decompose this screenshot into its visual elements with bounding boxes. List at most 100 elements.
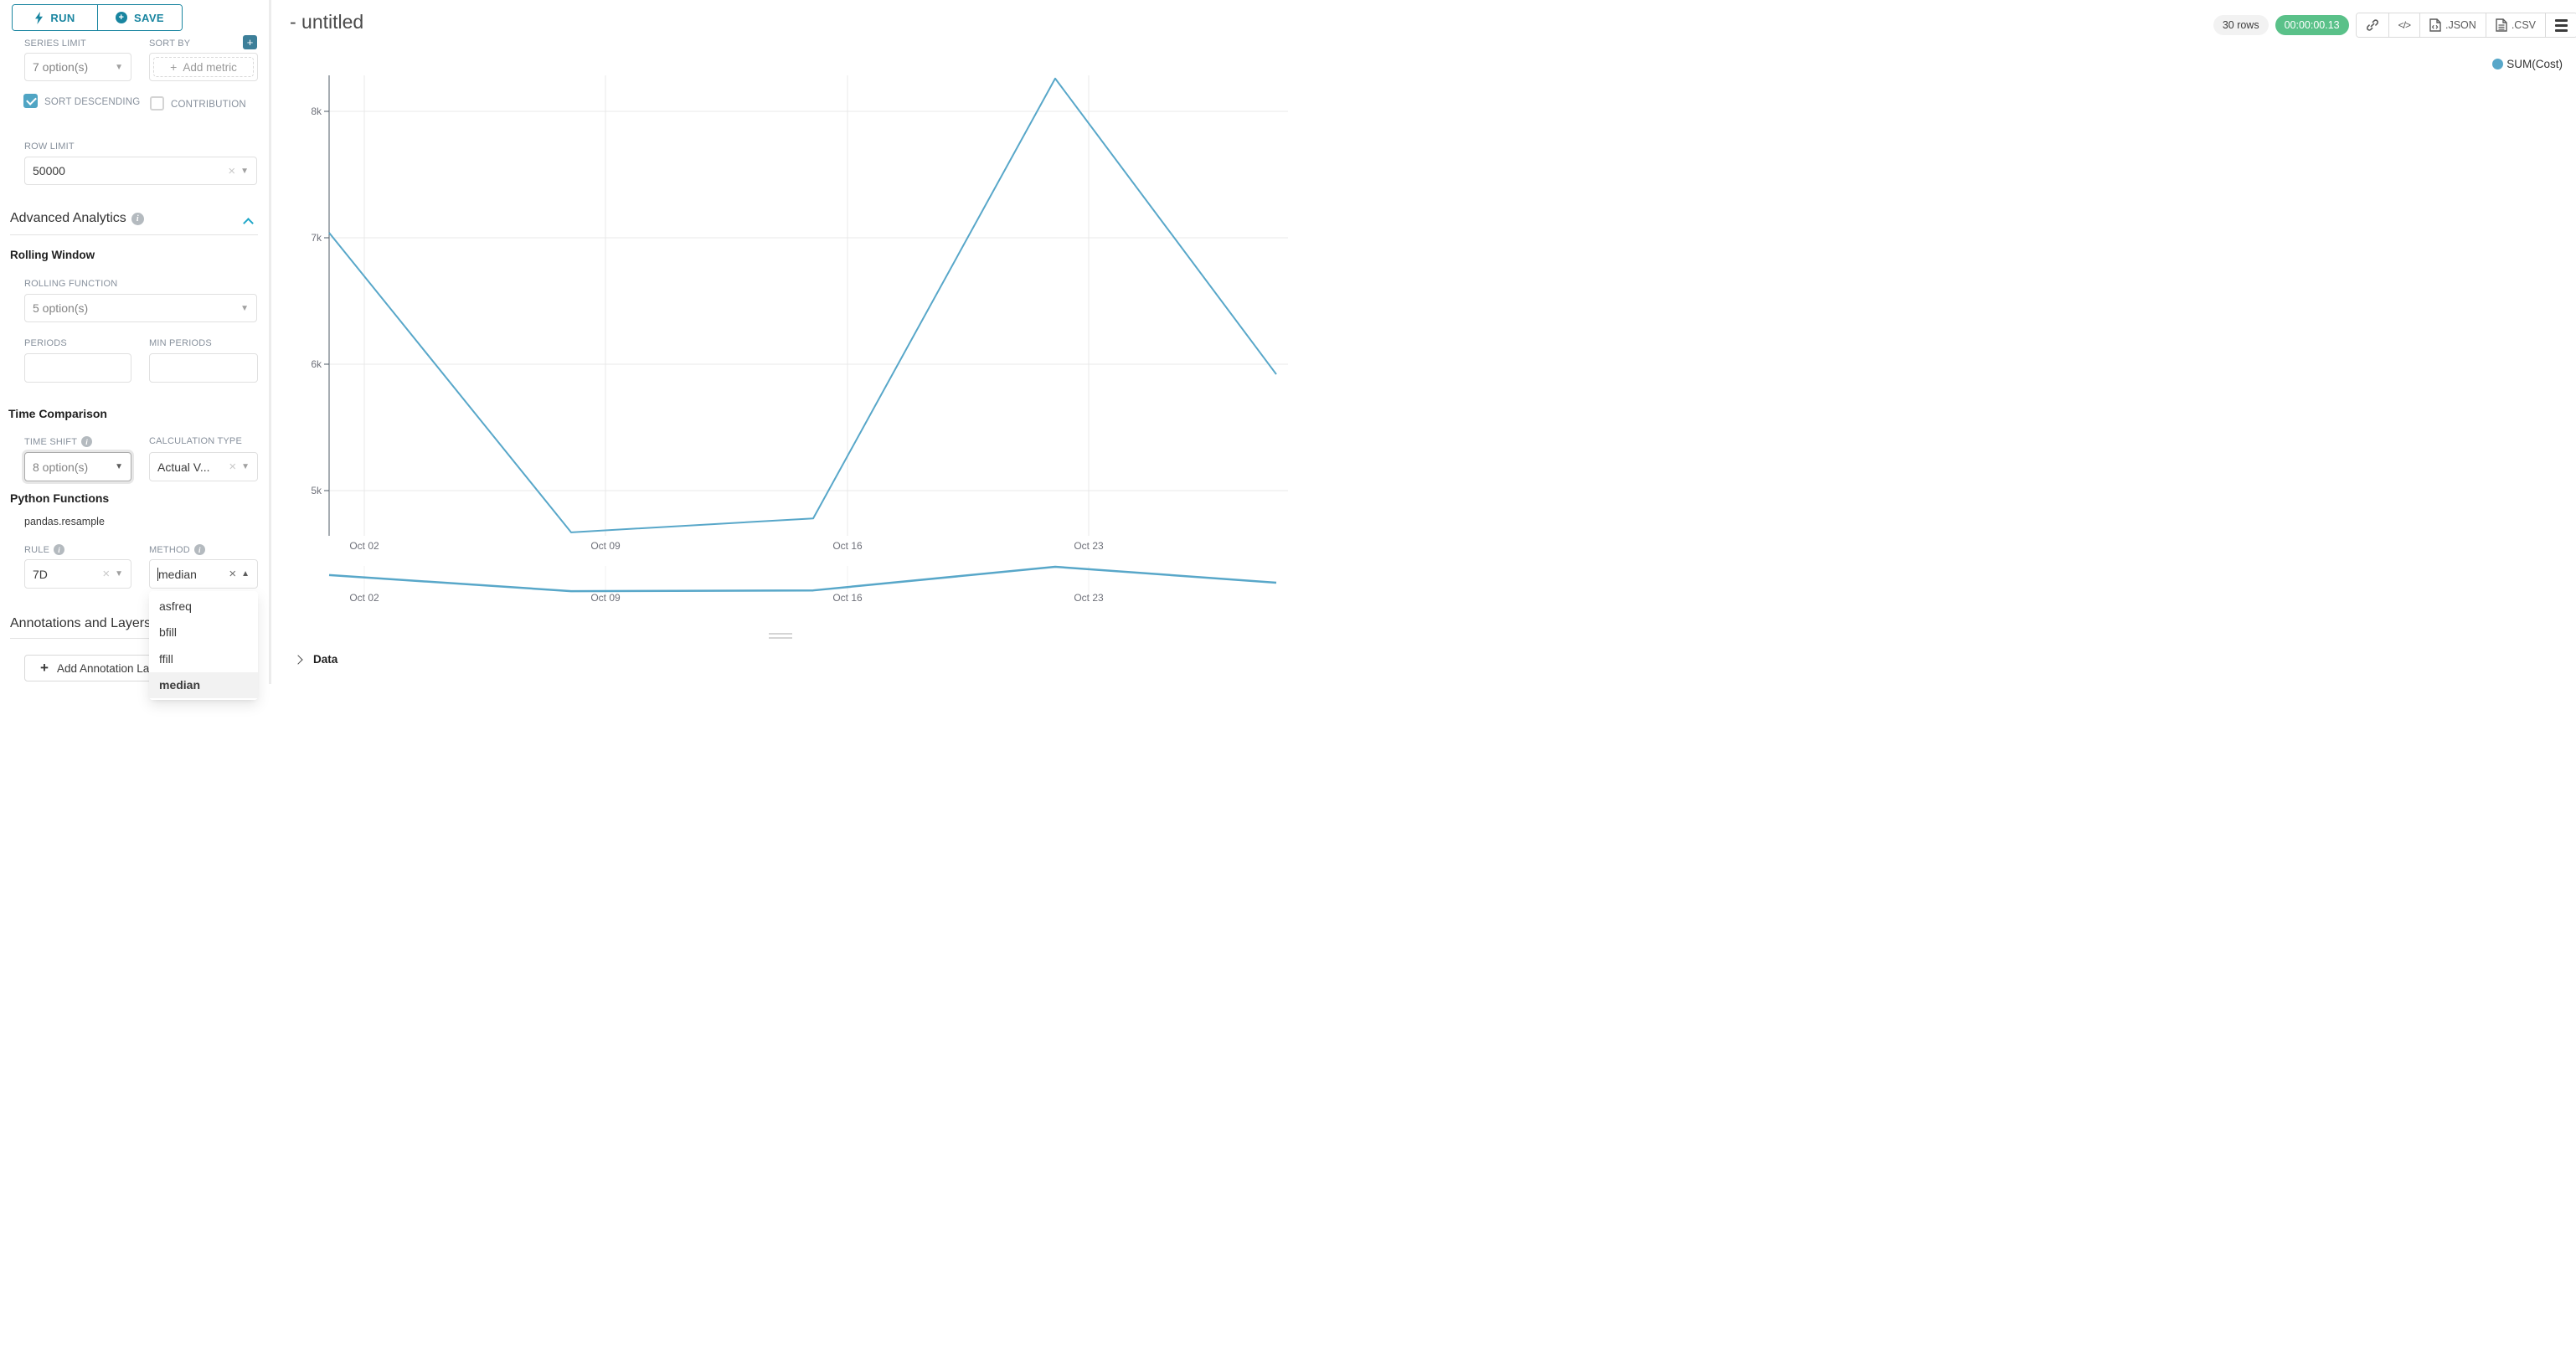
annotations-header: Annotations and Layers <box>10 616 152 630</box>
export-csv-label: .CSV <box>2511 19 2536 31</box>
method-label-text: METHOD <box>149 544 190 555</box>
periods-input[interactable] <box>24 353 131 383</box>
legend-label: SUM(Cost) <box>2506 58 2563 70</box>
svg-text:8k: 8k <box>311 105 322 117</box>
info-icon[interactable]: i <box>54 544 65 555</box>
info-icon[interactable]: i <box>131 212 144 225</box>
dropdown-option-asfreq[interactable]: asfreq <box>159 599 192 613</box>
svg-text:Oct 02: Oct 02 <box>349 592 379 604</box>
save-button-label: SAVE <box>133 11 165 24</box>
periods-label: PERIODS <box>24 338 67 348</box>
embed-code-button[interactable]: </> <box>2388 13 2420 37</box>
calculation-type-select[interactable]: Actual V... × ▼ <box>149 452 258 481</box>
series-limit-value: 7 option(s) <box>33 60 89 74</box>
rule-select[interactable]: 7D × ▼ <box>24 559 131 589</box>
run-button[interactable]: RUN <box>13 5 97 30</box>
text-cursor <box>157 567 158 581</box>
svg-text:Oct 23: Oct 23 <box>1074 540 1104 552</box>
collapse-chevron-up-icon[interactable] <box>243 218 254 229</box>
query-duration-badge: 00:00:00.13 <box>2275 15 2349 35</box>
row-limit-select[interactable]: 50000 × ▼ <box>24 157 257 185</box>
clear-icon[interactable]: × <box>228 163 236 178</box>
menu-button[interactable] <box>2546 13 2576 37</box>
row-limit-value: 50000 <box>33 164 65 177</box>
clear-icon[interactable]: × <box>102 567 111 581</box>
min-periods-label: MIN PERIODS <box>149 338 212 348</box>
chevron-down-icon[interactable]: ▼ <box>115 569 123 579</box>
dropdown-option-median[interactable]: median <box>149 671 258 698</box>
line-chart[interactable]: 5k 6k 7k 8k Oct 02 Oct 02 Oct 09 Oct 09 Oct 16 Oc… <box>271 46 1290 645</box>
rolling-function-select[interactable]: 5 option(s) ▼ <box>24 294 257 322</box>
run-save-button-group: RUN + SAVE <box>12 4 183 31</box>
rows-badge: 30 rows <box>2213 15 2269 35</box>
add-metric-plus-button[interactable]: + <box>243 35 257 49</box>
chevron-down-icon[interactable]: ▼ <box>115 462 123 471</box>
method-value: median <box>158 567 197 581</box>
method-select-open[interactable]: median × ▲ <box>149 559 258 589</box>
plus-circle-icon: + <box>115 12 127 23</box>
calculation-type-label: CALCULATION TYPE <box>149 436 242 446</box>
chevron-down-icon[interactable]: ▼ <box>240 303 249 313</box>
chevron-up-icon[interactable]: ▲ <box>241 569 250 579</box>
add-metric-placeholder: Add metric <box>183 60 237 74</box>
chart-title[interactable]: - untitled <box>290 11 364 33</box>
calculation-type-value: Actual V... <box>157 460 210 474</box>
add-metric-dropzone[interactable]: + Add metric <box>153 57 254 77</box>
code-icon: </> <box>2398 19 2411 31</box>
chevron-down-icon[interactable]: ▼ <box>240 166 249 176</box>
time-comparison-subheader: Time Comparison <box>8 407 107 420</box>
data-panel-header[interactable]: Data <box>293 653 337 666</box>
copy-link-button[interactable] <box>2356 13 2389 37</box>
svg-text:Oct 16: Oct 16 <box>832 592 863 604</box>
chart-header-actions: 30 rows 00:00:00.13 </> .JSON .CSV <box>2213 13 2576 38</box>
panel-resize-handle[interactable] <box>769 633 792 639</box>
dropdown-option-bfill[interactable]: bfill <box>159 625 178 640</box>
pandas-resample-label: pandas.resample <box>24 516 105 527</box>
svg-text:5k: 5k <box>311 485 322 496</box>
advanced-analytics-header[interactable]: Advanced Analytics i <box>10 211 144 226</box>
series-limit-select[interactable]: 7 option(s) ▼ <box>24 53 131 81</box>
time-shift-label-text: TIME SHIFT <box>24 436 78 447</box>
info-icon[interactable]: i <box>193 544 205 555</box>
chevron-right-icon <box>293 654 303 665</box>
chevron-down-icon[interactable]: ▼ <box>241 462 250 471</box>
advanced-analytics-title: Advanced Analytics <box>10 211 126 225</box>
sort-by-label: SORT BY <box>149 39 191 49</box>
info-icon[interactable]: i <box>81 436 93 447</box>
time-shift-value: 8 option(s) <box>33 460 89 474</box>
contribution-checkbox-row[interactable]: CONTRIBUTION <box>150 96 267 112</box>
save-button[interactable]: + SAVE <box>97 5 182 30</box>
contribution-label: CONTRIBUTION <box>171 100 246 110</box>
clear-icon[interactable]: × <box>229 567 237 581</box>
sort-descending-checkbox-row[interactable]: SORT DESCENDING <box>23 94 149 110</box>
sort-by-field[interactable]: + Add metric <box>149 53 258 81</box>
svg-text:Oct 09: Oct 09 <box>590 592 621 604</box>
export-csv-button[interactable]: .CSV <box>2486 13 2546 37</box>
checkbox-unchecked-icon[interactable] <box>150 96 164 111</box>
add-annotation-label: Add Annotation Layer <box>56 661 166 675</box>
legend-dot-icon <box>2492 59 2504 69</box>
rule-label: RULE i <box>24 544 65 555</box>
checkbox-checked-icon[interactable] <box>23 94 38 108</box>
time-shift-label: TIME SHIFT i <box>24 436 93 447</box>
legend[interactable]: SUM(Cost) <box>2492 58 2563 70</box>
export-json-button[interactable]: .JSON <box>2420 13 2486 37</box>
chevron-down-icon[interactable]: ▼ <box>115 62 123 72</box>
link-icon <box>2366 19 2378 31</box>
series-limit-label: SERIES LIMIT <box>24 39 86 49</box>
plus-icon: + <box>170 60 178 74</box>
file-lines-icon <box>2496 18 2507 32</box>
clear-icon[interactable]: × <box>229 460 237 474</box>
rolling-window-subheader: Rolling Window <box>10 249 95 261</box>
control-panel: RUN + SAVE SERIES LIMIT SORT BY + 7 opti… <box>0 0 270 700</box>
python-functions-subheader: Python Functions <box>10 491 110 505</box>
panel-divider[interactable] <box>269 0 271 684</box>
dropdown-option-ffill[interactable]: ffill <box>159 651 173 666</box>
sort-descending-label: SORT DESCENDING <box>44 97 141 107</box>
min-periods-input[interactable] <box>149 353 258 383</box>
plus-icon: + <box>40 660 49 676</box>
lightning-bolt-icon <box>35 11 44 24</box>
run-button-label: RUN <box>50 11 75 24</box>
time-shift-select[interactable]: 8 option(s) ▼ <box>24 452 131 481</box>
svg-text:6k: 6k <box>311 358 322 370</box>
